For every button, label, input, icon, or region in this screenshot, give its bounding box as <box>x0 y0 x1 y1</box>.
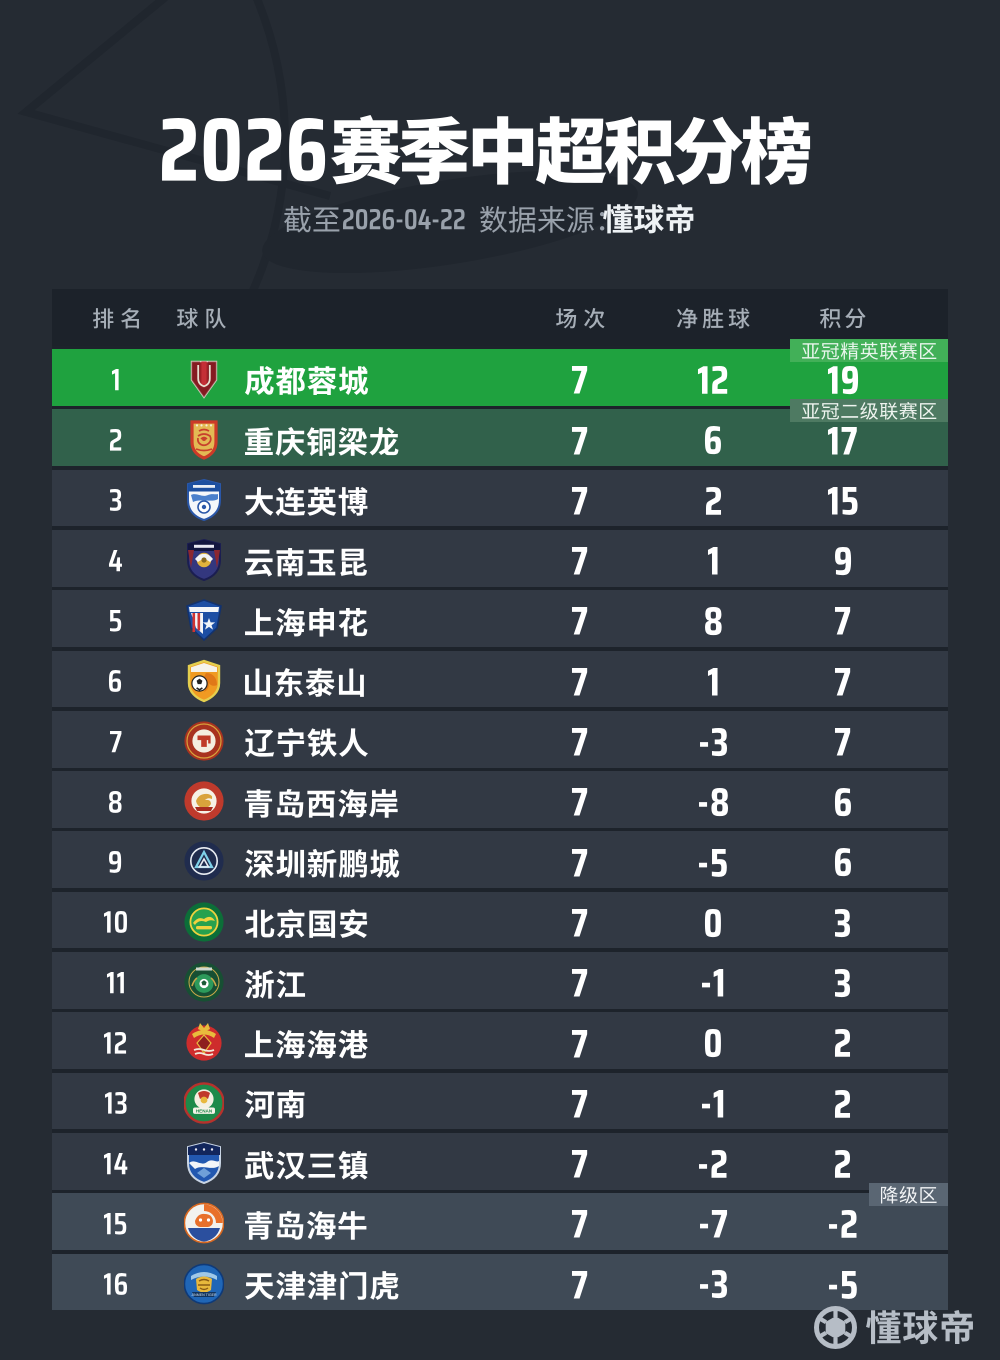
svg-text:JINMEN TIGER: JINMEN TIGER <box>191 1293 217 1297</box>
svg-text:HENAN: HENAN <box>196 1108 213 1113</box>
